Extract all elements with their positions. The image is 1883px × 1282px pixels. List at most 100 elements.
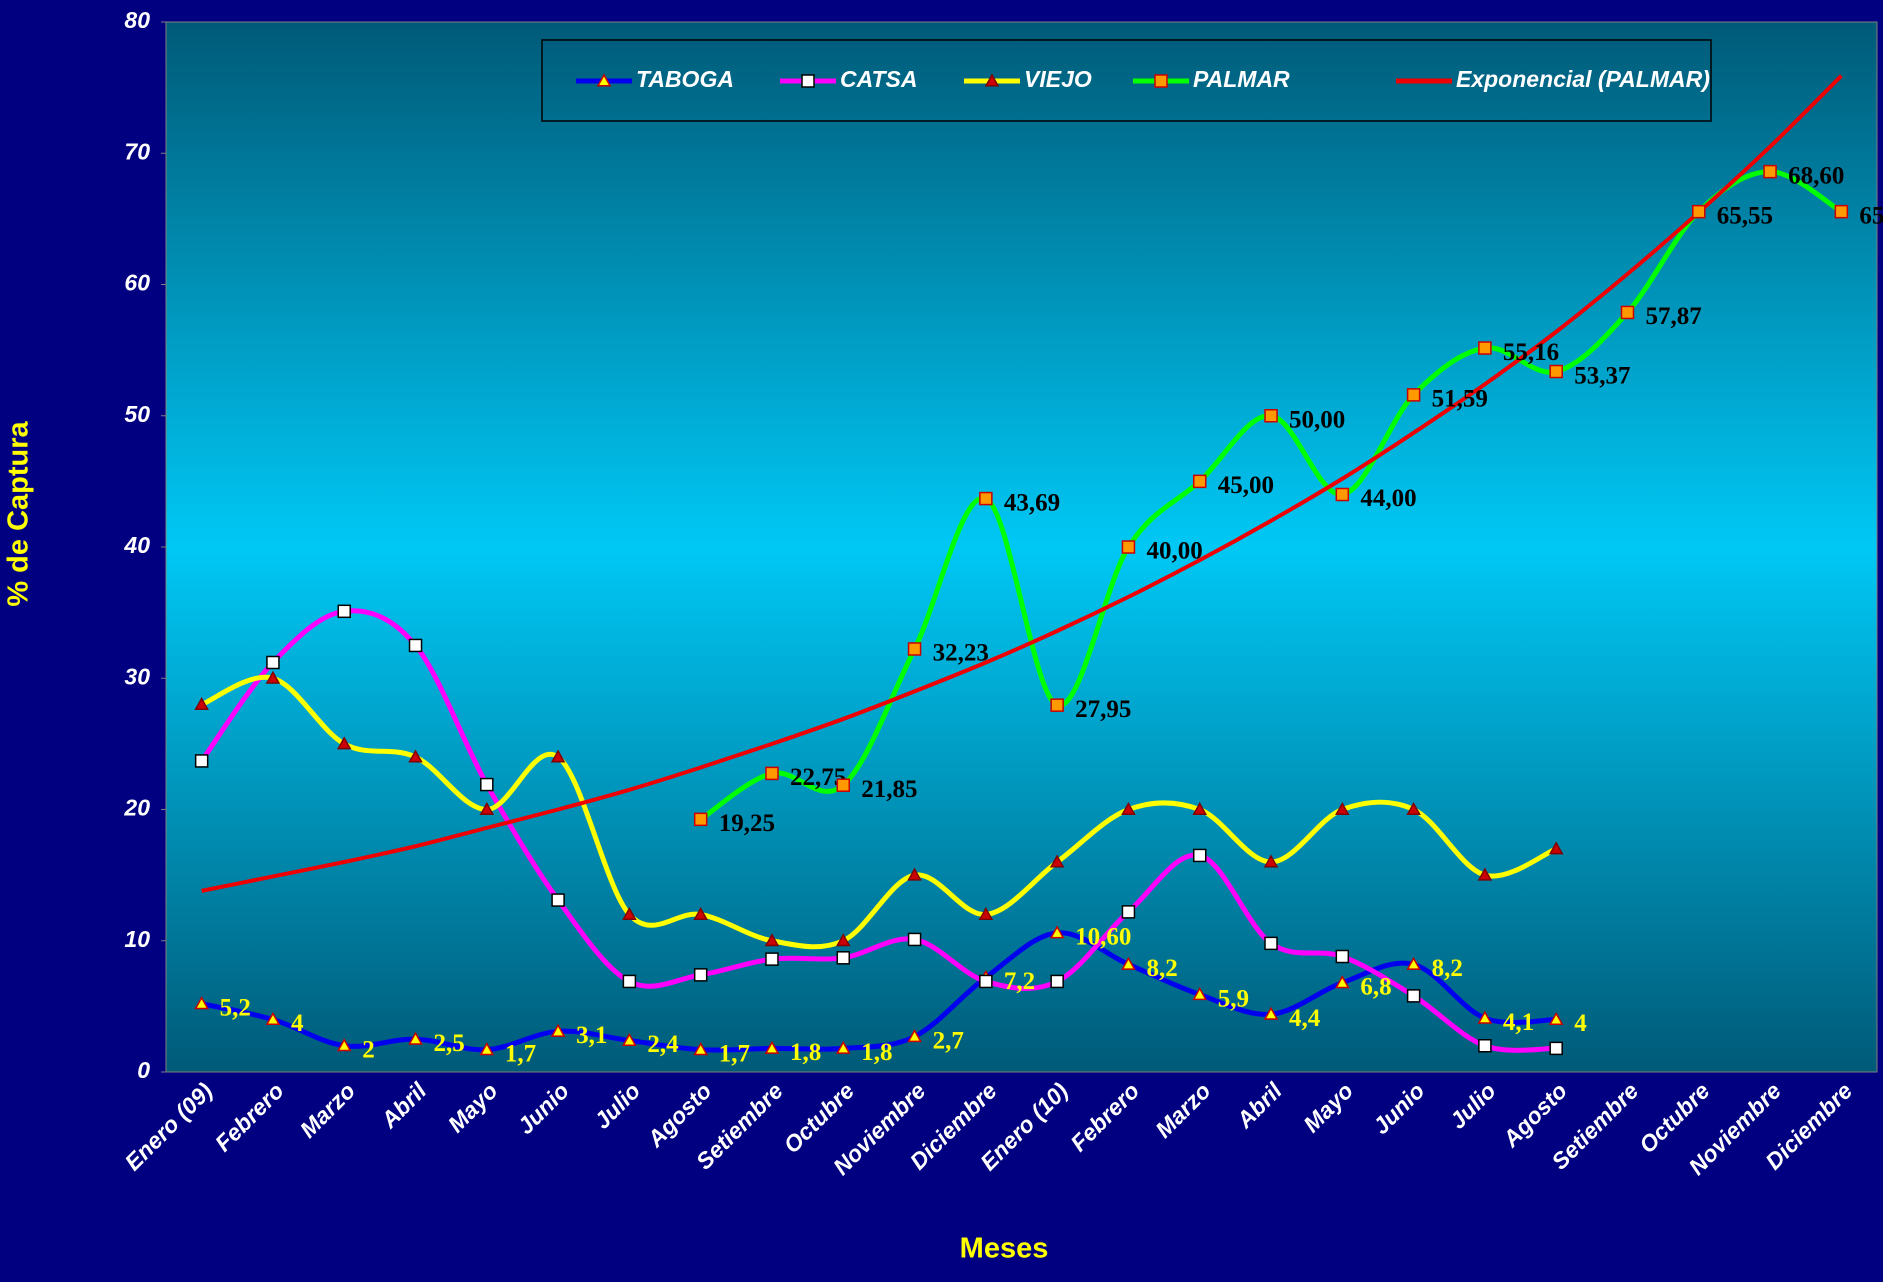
legend-label: TABOGA: [636, 66, 734, 92]
marker: [266, 655, 280, 670]
marker: [835, 1040, 851, 1054]
data-label: 68,60: [1788, 162, 1844, 189]
marker: [836, 778, 851, 792]
data-label: 2,7: [933, 1027, 964, 1054]
x-tick-label: Julio: [1444, 1077, 1500, 1133]
marker: [1477, 1010, 1493, 1024]
data-label: 5,9: [1218, 985, 1249, 1012]
marker: [1121, 905, 1136, 919]
marker: [1478, 341, 1492, 355]
data-label: 50,00: [1289, 406, 1345, 433]
data-label: 57,87: [1645, 303, 1701, 330]
x-tick-label: Junio: [512, 1077, 574, 1139]
marker: [1549, 364, 1563, 379]
marker: [194, 996, 209, 1010]
data-label: 2,5: [434, 1030, 465, 1057]
marker: [480, 777, 494, 792]
marker: [194, 754, 209, 768]
data-label: 27,95: [1075, 696, 1131, 723]
marker: [1264, 409, 1278, 423]
marker: [265, 1011, 281, 1026]
marker: [408, 749, 423, 763]
x-tick-label: Abril: [1231, 1077, 1288, 1134]
data-label: 4,4: [1289, 1005, 1321, 1032]
data-label: 1,7: [719, 1040, 750, 1067]
y-tick-label: 10: [124, 926, 150, 952]
marker: [979, 491, 993, 506]
marker: [693, 906, 708, 921]
marker: [550, 749, 566, 763]
data-label: 51,59: [1432, 386, 1488, 413]
y-tick-label: 60: [124, 270, 150, 296]
marker: [336, 1038, 352, 1052]
data-label: 45,00: [1218, 472, 1274, 499]
data-label: 6,8: [1360, 973, 1391, 1000]
marker: [1406, 956, 1421, 970]
marker: [1049, 854, 1065, 868]
marker: [551, 893, 565, 907]
marker: [336, 736, 352, 750]
marker: [1335, 801, 1350, 816]
marker: [265, 670, 281, 684]
data-label: 19,25: [719, 810, 775, 837]
marker: [765, 952, 779, 966]
y-axis-title: % de Captura: [3, 420, 35, 606]
data-label: 43,69: [1004, 489, 1060, 516]
marker: [1763, 164, 1777, 179]
marker: [1050, 698, 1064, 712]
data-label: 44,00: [1360, 485, 1416, 512]
marker: [1548, 1011, 1564, 1026]
x-tick-label: Abril: [375, 1077, 432, 1134]
data-label: 55,16: [1503, 339, 1559, 366]
series-line: [200, 674, 1558, 950]
series-line: [201, 74, 1843, 893]
marker: [693, 812, 708, 827]
marker: [693, 968, 708, 982]
marker: [1477, 867, 1493, 881]
marker: [1548, 841, 1564, 855]
marker: [1154, 74, 1168, 88]
y-tick-label: 30: [124, 663, 150, 689]
marker: [907, 1029, 922, 1043]
marker: [1192, 801, 1208, 816]
plot-area: [165, 21, 1878, 1073]
marker: [622, 1032, 637, 1047]
legend-label: PALMAR: [1193, 66, 1290, 92]
data-label: 3,1: [576, 1022, 607, 1049]
marker: [1406, 801, 1421, 816]
marker: [479, 801, 495, 816]
y-tick-label: 0: [137, 1057, 150, 1083]
x-tick-label: Mayo: [443, 1077, 503, 1137]
y-tick-label: 70: [124, 138, 150, 164]
marker: [622, 974, 637, 989]
marker: [907, 867, 922, 881]
x-axis-title: Meses: [960, 1233, 1049, 1265]
data-label: 8,2: [1432, 955, 1463, 982]
marker: [1263, 854, 1279, 868]
data-label: 1,8: [861, 1039, 892, 1066]
data-label: 10,60: [1075, 924, 1131, 951]
x-tick-label: Junio: [1368, 1077, 1430, 1139]
data-label: 40,00: [1146, 538, 1202, 565]
data-label: 53,37: [1574, 362, 1630, 389]
legend-label: CATSA: [840, 66, 918, 92]
legend-label: Exponencial (PALMAR): [1456, 66, 1710, 92]
marker: [1549, 1041, 1563, 1056]
marker: [1406, 989, 1421, 1003]
marker: [1192, 987, 1208, 1001]
marker: [622, 906, 637, 921]
marker: [1834, 204, 1849, 219]
marker: [907, 932, 922, 947]
y-tick-label: 80: [124, 7, 150, 33]
data-label: 5,2: [220, 994, 251, 1021]
marker: [1406, 388, 1421, 402]
marker: [984, 73, 1000, 87]
marker: [1335, 949, 1350, 964]
marker: [1692, 204, 1706, 219]
marker: [979, 974, 993, 989]
data-label: 4,1: [1503, 1009, 1534, 1036]
x-tick-label: Mayo: [1298, 1077, 1358, 1137]
marker: [550, 1023, 566, 1037]
marker: [408, 638, 423, 653]
